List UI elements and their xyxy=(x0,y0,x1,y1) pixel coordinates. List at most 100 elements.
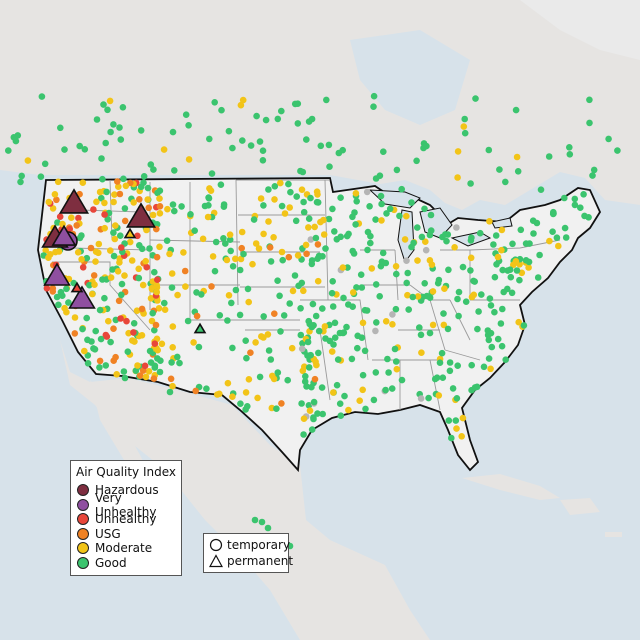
monitor-dot xyxy=(331,228,338,235)
monitor-dot xyxy=(110,198,117,206)
monitor-dot xyxy=(330,341,337,348)
monitor-dot xyxy=(216,312,224,319)
monitor-dot xyxy=(148,317,156,325)
monitor-dot xyxy=(260,230,267,238)
monitor-dot xyxy=(299,168,307,176)
monitor-dot xyxy=(455,312,462,320)
monitor-dot xyxy=(206,185,213,192)
monitor-dot xyxy=(232,286,240,294)
monitor-dot xyxy=(118,291,125,299)
monitor-dot xyxy=(308,426,316,433)
puerto-rico xyxy=(605,532,622,537)
monitor-dot xyxy=(545,153,553,160)
monitor-dot xyxy=(143,226,150,234)
monitor-dot xyxy=(149,309,156,317)
usg-swatch xyxy=(77,527,89,540)
monitor-dot xyxy=(96,364,103,371)
monitor-dot xyxy=(372,369,380,376)
monitor-dot xyxy=(314,241,322,248)
monitor-dot xyxy=(425,394,432,402)
monitor-dot xyxy=(249,260,256,268)
monitor-dot xyxy=(401,236,409,243)
monitor-dot xyxy=(143,263,150,271)
monitor-dot xyxy=(114,178,121,185)
monitor-dot xyxy=(144,196,151,203)
monitor-dot xyxy=(614,147,621,154)
monitor-dot xyxy=(120,175,127,183)
monitor-dot xyxy=(498,226,506,234)
monitor-dot xyxy=(111,235,119,243)
monitor-dot xyxy=(41,160,49,168)
monitor-dot xyxy=(529,217,537,224)
hispaniola xyxy=(560,498,600,515)
monitor-dot xyxy=(358,284,366,291)
monitor-dot xyxy=(359,386,367,394)
monitor-dot xyxy=(178,203,185,210)
monitor-dot xyxy=(285,180,292,188)
monitor-dot xyxy=(431,375,439,383)
greenland xyxy=(520,0,640,60)
monitor-dot xyxy=(502,178,509,186)
monitor-dot xyxy=(147,295,155,302)
unhealthy-swatch xyxy=(77,513,89,526)
monitor-dot xyxy=(393,270,400,278)
monitor-dot xyxy=(92,327,99,335)
monitor-dot xyxy=(311,375,319,383)
monitor-dot xyxy=(339,146,347,154)
monitor-dot xyxy=(140,173,148,180)
monitor-dot xyxy=(370,92,378,100)
monitor-dot xyxy=(130,199,137,206)
monitor-dot xyxy=(169,382,176,390)
monitor-dot xyxy=(250,216,258,223)
monitor-dot xyxy=(151,268,158,276)
monitor-dot xyxy=(226,236,234,243)
monitor-dot xyxy=(245,376,253,383)
monitor-dot xyxy=(152,321,160,329)
monitor-dot xyxy=(168,359,175,366)
monitor-dot xyxy=(300,415,308,423)
monitor-dot xyxy=(486,218,493,225)
monitor-dot xyxy=(284,376,292,384)
monitor-dot xyxy=(265,186,272,193)
monitor-dot xyxy=(398,185,406,193)
monitor-dot xyxy=(116,124,123,131)
monitor-dot xyxy=(239,96,247,104)
monitor-dot xyxy=(91,346,99,353)
monitor-dot xyxy=(393,365,401,373)
monitor-dot xyxy=(53,196,60,204)
monitor-dot xyxy=(285,253,293,261)
monitor-dot xyxy=(107,128,114,136)
monitor-dot xyxy=(253,112,260,120)
monitor-dot xyxy=(358,334,366,342)
monitor-dot xyxy=(133,307,141,315)
monitor-dot xyxy=(136,372,144,380)
monitor-dot xyxy=(150,375,158,382)
monitor-dot xyxy=(37,173,45,180)
monitor-dot xyxy=(329,205,336,213)
monitor-dot xyxy=(266,244,274,251)
monitor-dot xyxy=(110,229,117,236)
monitor-dot xyxy=(182,283,189,290)
monitor-dot xyxy=(206,135,213,143)
monitor-dot xyxy=(229,344,236,352)
monitor-dot xyxy=(144,184,152,192)
monitor-dot xyxy=(299,367,307,375)
monitor-dot xyxy=(348,355,356,363)
monitor-dot xyxy=(385,369,392,376)
legend-label: Unhealthy xyxy=(95,512,157,527)
monitor-dot xyxy=(376,293,384,300)
monitor-dot xyxy=(168,284,176,291)
monitor-dot xyxy=(164,205,171,213)
monitor-dot xyxy=(337,194,344,201)
monitor-dot xyxy=(476,229,484,237)
monitor-dot xyxy=(168,270,176,277)
monitor-dot xyxy=(312,358,319,366)
monitor-dot xyxy=(455,288,463,296)
monitor-dot xyxy=(278,248,286,256)
monitor-dot xyxy=(218,106,225,114)
monitor-dot xyxy=(408,199,415,206)
monitor-dot xyxy=(291,272,299,279)
monitor-dot xyxy=(536,251,543,259)
monitor-dot xyxy=(454,362,462,370)
